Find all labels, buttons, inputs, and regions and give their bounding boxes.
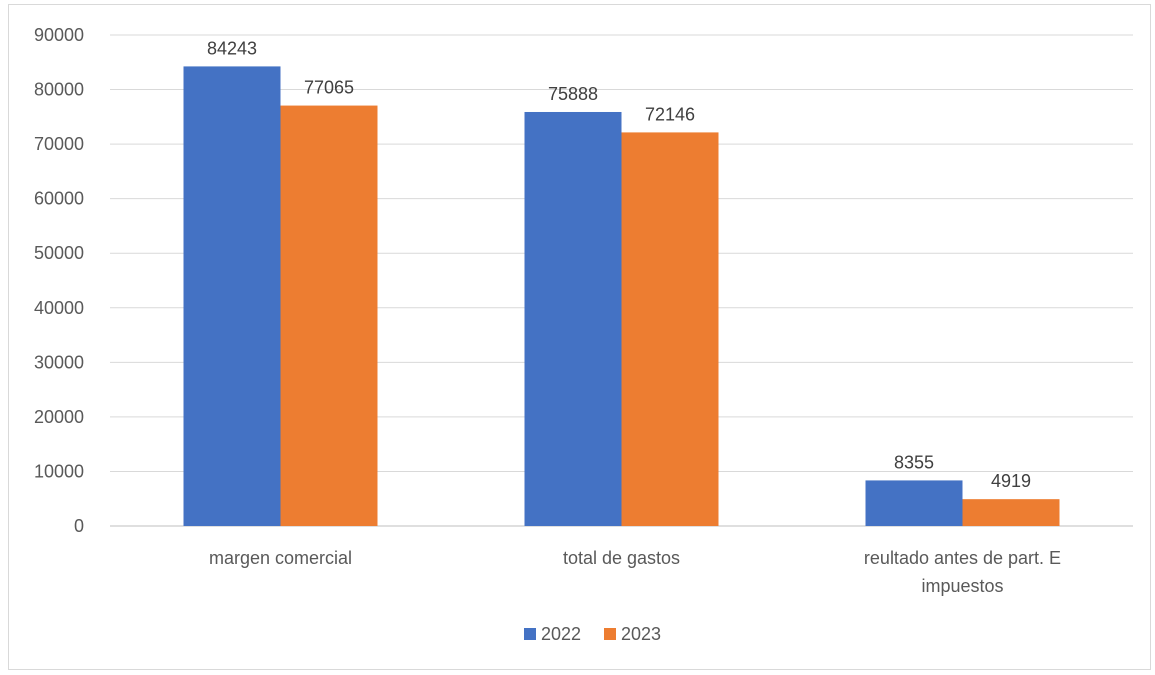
legend-swatch-2022 — [524, 628, 536, 640]
y-tick-label: 0 — [74, 516, 84, 536]
y-tick-label: 80000 — [34, 80, 84, 100]
y-tick-label: 30000 — [34, 352, 84, 372]
legend-swatch-2023 — [604, 628, 616, 640]
y-tick-label: 90000 — [34, 25, 84, 45]
y-tick-label: 40000 — [34, 298, 84, 318]
legend-label: 2023 — [621, 624, 661, 644]
y-tick-label: 60000 — [34, 189, 84, 209]
x-category-label: total de gastos — [563, 548, 680, 568]
x-category-label-line: impuestos — [921, 576, 1003, 596]
bar-2022 — [524, 111, 622, 526]
data-label: 84243 — [207, 38, 257, 58]
y-tick-label: 20000 — [34, 407, 84, 427]
data-label: 4919 — [991, 471, 1031, 491]
data-label: 75888 — [548, 84, 598, 104]
data-label: 77065 — [304, 78, 354, 98]
bar-2022 — [183, 66, 281, 527]
x-category-label-line: margen comercial — [209, 548, 352, 568]
y-tick-label: 50000 — [34, 243, 84, 263]
bar-2023 — [621, 132, 719, 526]
bar-2022 — [865, 480, 963, 526]
x-category-label-line: total de gastos — [563, 548, 680, 568]
data-label: 8355 — [894, 452, 934, 472]
x-category-label: reultado antes de part. E impuestos — [864, 548, 1061, 596]
legend-label: 2022 — [541, 624, 581, 644]
y-tick-label: 10000 — [34, 461, 84, 481]
bar-2023 — [280, 105, 378, 526]
bar-2023 — [962, 499, 1060, 526]
x-category-label-line: reultado antes de part. E — [864, 548, 1061, 568]
y-tick-label: 70000 — [34, 134, 84, 154]
x-category-label: margen comercial — [209, 548, 352, 568]
data-label: 72146 — [645, 104, 695, 124]
